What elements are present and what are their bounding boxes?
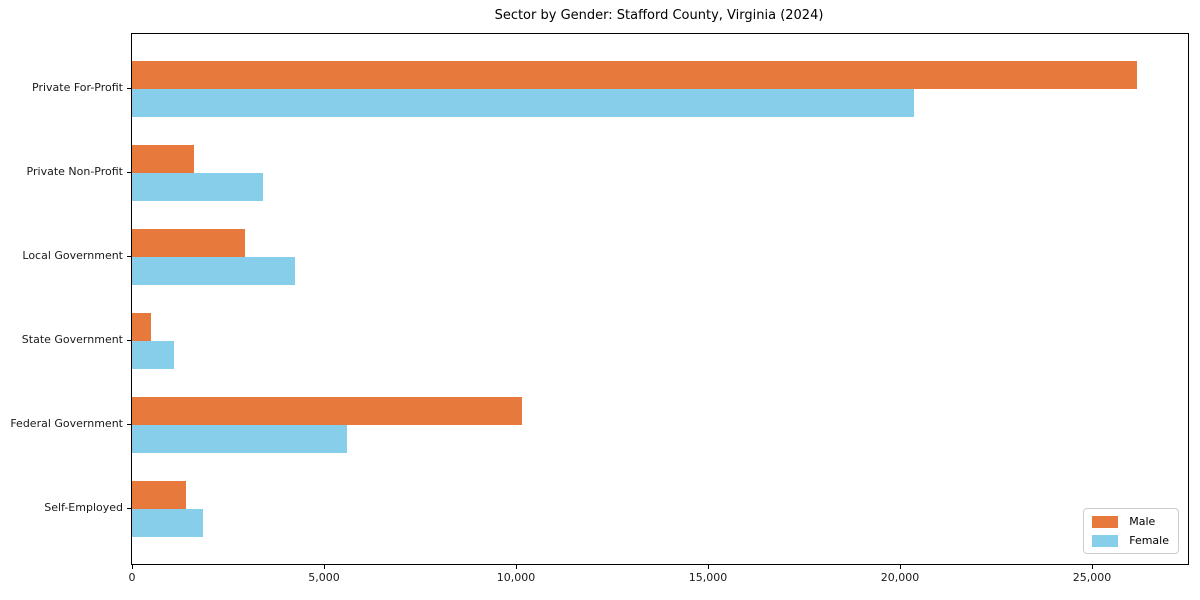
bar-male-self-employed	[132, 481, 187, 509]
legend-swatch-male	[1092, 515, 1119, 528]
bar-male-federal-government	[132, 397, 522, 425]
y-tick-label-state-government: State Government	[21, 333, 123, 346]
legend: Male Female	[1083, 508, 1179, 554]
y-tick-mark	[127, 88, 131, 89]
y-tick-mark	[127, 172, 131, 173]
bar-male-state-government	[132, 313, 151, 341]
y-tick-mark	[127, 424, 131, 425]
x-tick-label: 20,000	[880, 571, 920, 584]
x-tick-mark	[515, 565, 517, 569]
x-tick-label: 5,000	[308, 571, 340, 584]
x-tick-mark	[1091, 565, 1093, 569]
bar-male-local-government	[132, 229, 246, 257]
y-tick-mark	[127, 256, 131, 257]
x-tick-label: 25,000	[1072, 571, 1112, 584]
legend-row-female: Female	[1092, 534, 1169, 547]
bar-female-private-non-profit	[132, 173, 264, 201]
bar-male-private-non-profit	[132, 145, 194, 173]
bar-female-private-for-profit	[132, 89, 914, 117]
chart-title: Sector by Gender: Stafford County, Virgi…	[494, 8, 824, 23]
y-tick-label-private-non-profit: Private Non-Profit	[26, 165, 123, 178]
bar-male-private-for-profit	[132, 61, 1137, 89]
bar-female-state-government	[132, 341, 174, 369]
plot-area: Male Female	[131, 33, 1189, 565]
x-tick-mark	[131, 565, 133, 569]
x-tick-label: 0	[128, 571, 136, 584]
y-tick-mark	[127, 340, 131, 341]
legend-swatch-female	[1092, 534, 1119, 547]
bar-female-local-government	[132, 257, 296, 285]
y-tick-label-self-employed: Self-Employed	[44, 501, 123, 514]
x-tick-mark	[707, 565, 709, 569]
legend-label-female: Female	[1129, 534, 1169, 547]
bar-female-self-employed	[132, 509, 204, 537]
x-tick-mark	[323, 565, 325, 569]
y-tick-label-private-for-profit: Private For-Profit	[32, 81, 123, 94]
bar-female-federal-government	[132, 425, 348, 453]
y-tick-label-local-government: Local Government	[22, 249, 123, 262]
x-tick-mark	[899, 565, 901, 569]
legend-label-male: Male	[1129, 515, 1156, 528]
y-tick-label-federal-government: Federal Government	[10, 417, 123, 430]
x-tick-label: 10,000	[496, 571, 536, 584]
x-tick-label: 15,000	[688, 571, 728, 584]
y-tick-mark	[127, 508, 131, 509]
legend-row-male: Male	[1092, 515, 1169, 528]
